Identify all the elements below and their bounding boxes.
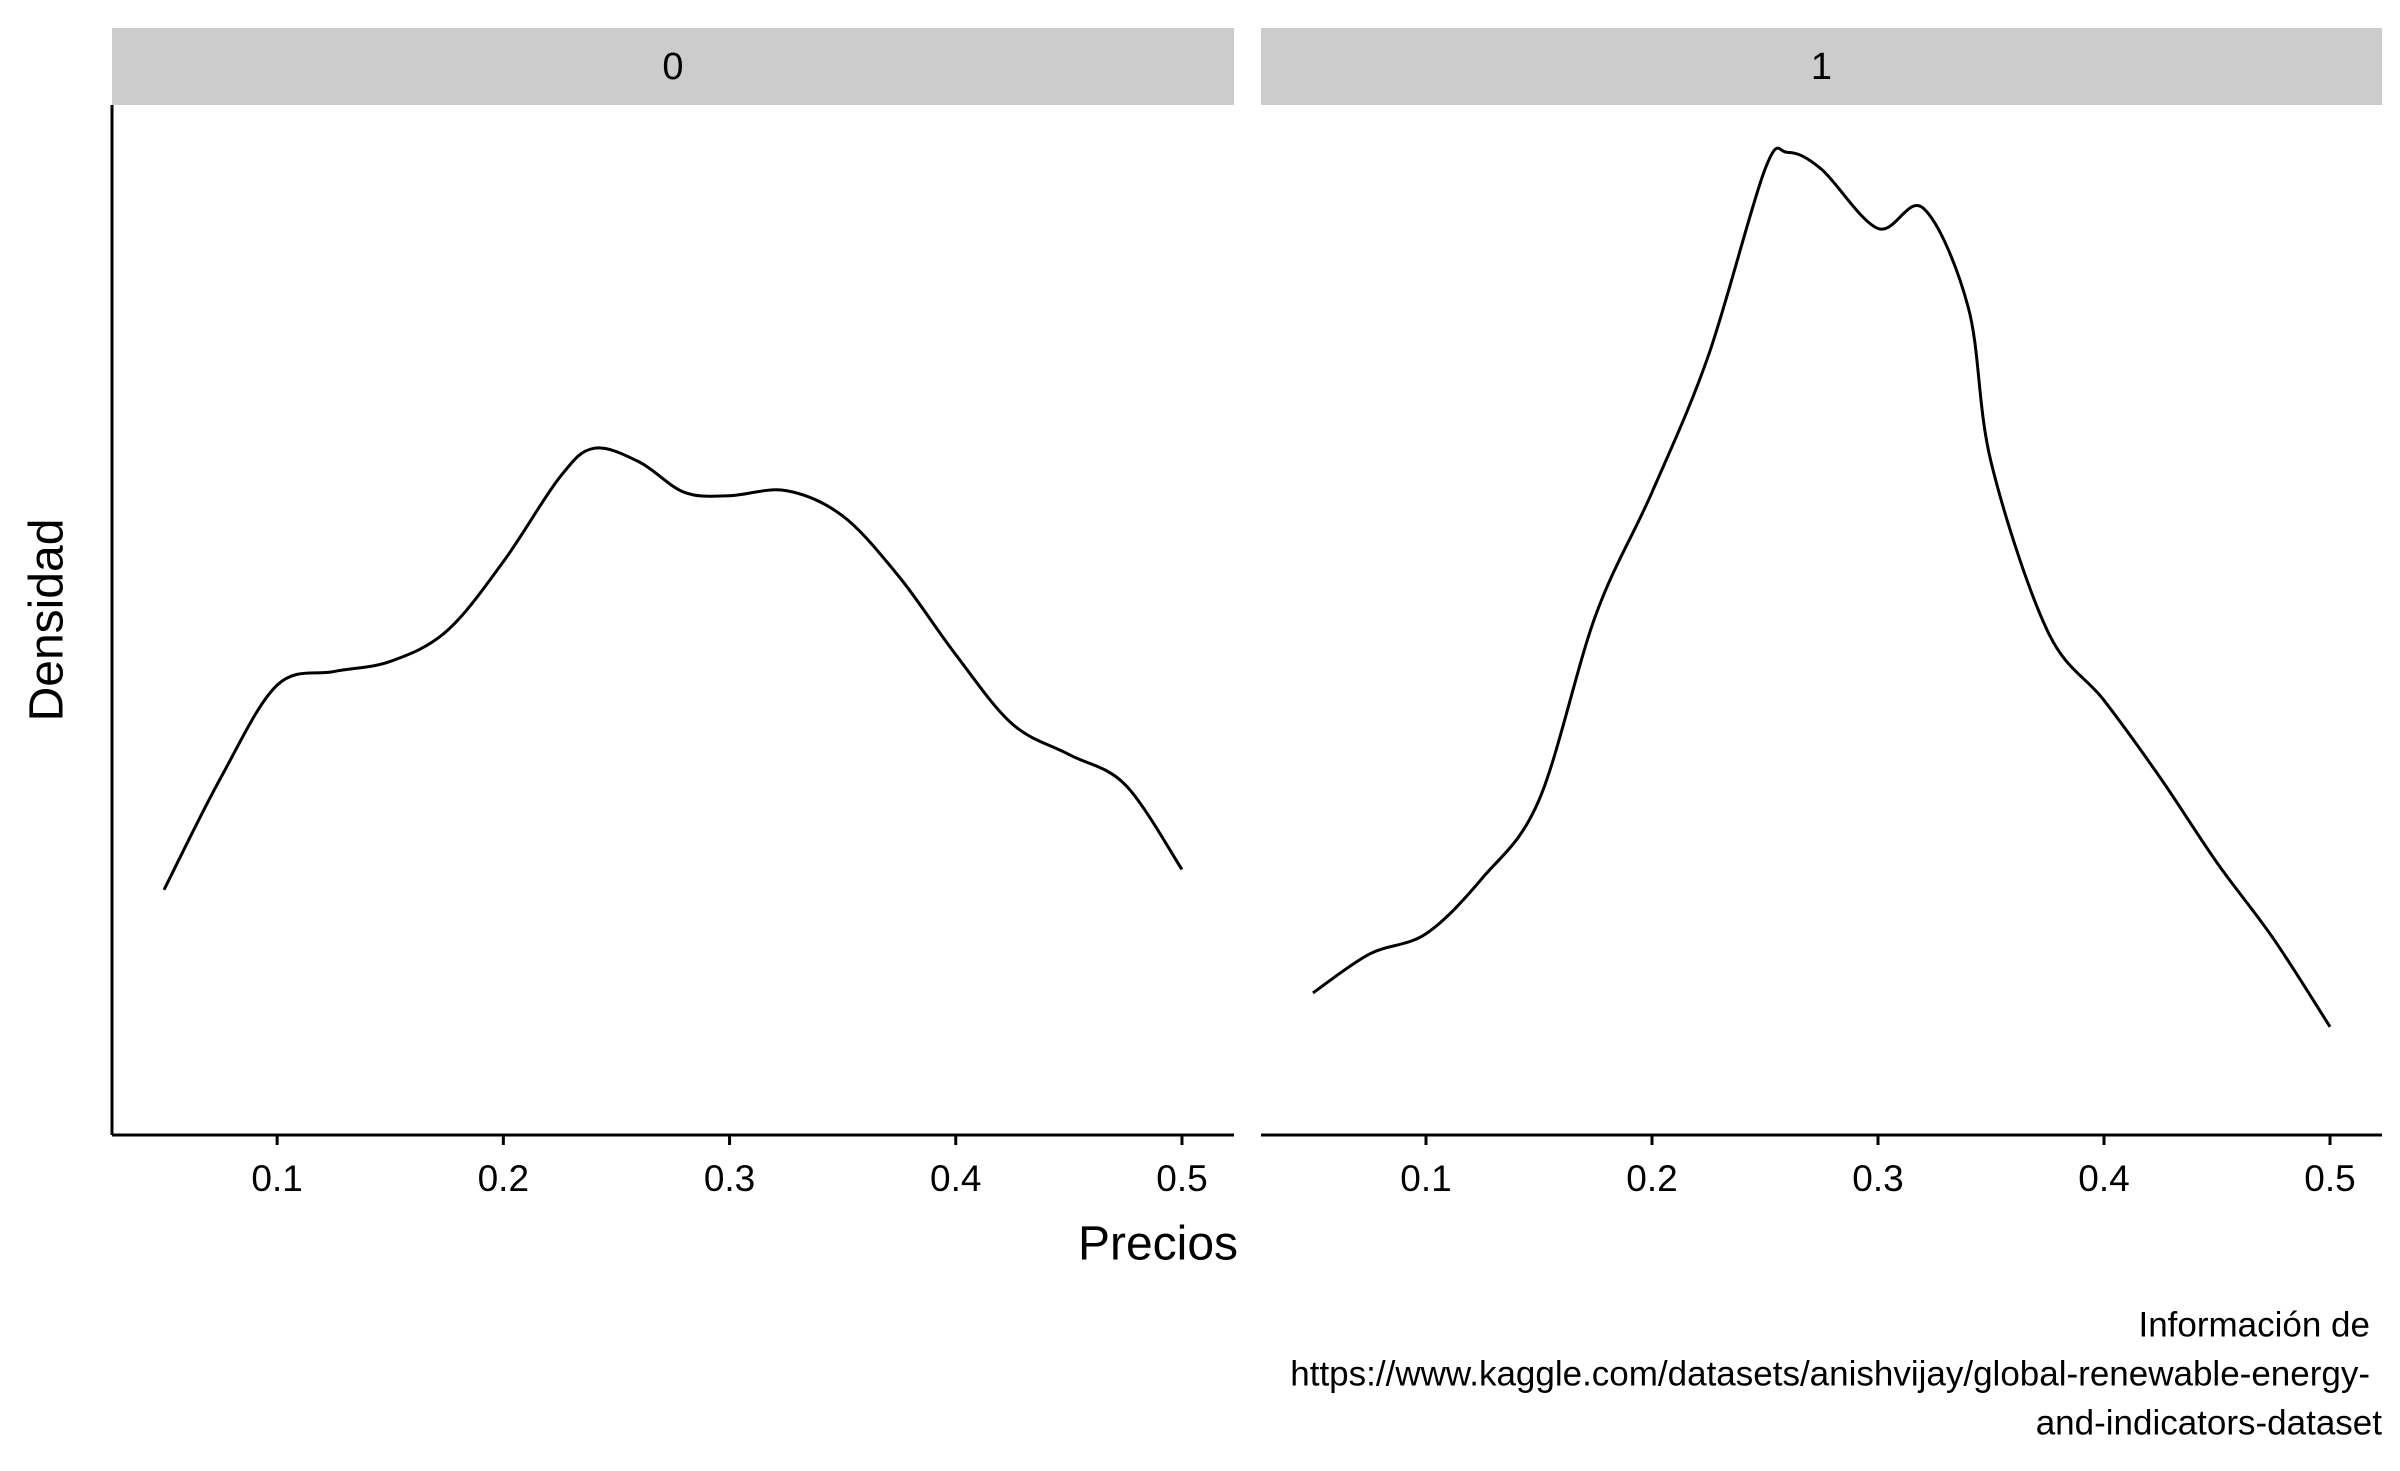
density-line [1312,146,2332,1028]
facet-strip [112,28,1234,105]
x-tick-label: 0.1 [1400,1158,1451,1199]
x-tick-label: 0.4 [2078,1158,2129,1199]
caption: and-indicators-dataset [2036,1403,2383,1442]
x-tick-label: 0.5 [1156,1158,1207,1199]
x-tick-label: 0.2 [1626,1158,1677,1199]
x-axis-title: Precios [1078,1218,1238,1271]
density-line [162,446,1184,891]
x-tick-label: 0.5 [2304,1158,2355,1199]
x-tick-label: 0.1 [251,1158,302,1199]
facet-label: 0 [662,46,683,88]
x-tick-label: 0.3 [1852,1158,1903,1199]
facet-strip [1261,28,2382,105]
facet-label: 1 [1811,46,1832,88]
x-tick-label: 0.2 [478,1158,529,1199]
x-tick-label: 0.3 [704,1158,755,1199]
caption: Información de [2138,1305,2370,1344]
caption: https://www.kaggle.com/datasets/anishvij… [1290,1354,2370,1393]
x-tick-label: 0.4 [930,1158,981,1199]
y-axis-title: Densidad [21,519,74,722]
